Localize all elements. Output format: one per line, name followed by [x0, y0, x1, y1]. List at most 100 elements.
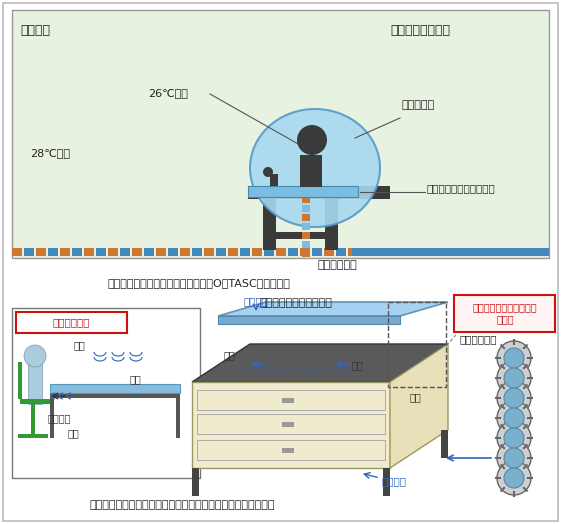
Bar	[197, 440, 385, 460]
Circle shape	[24, 345, 46, 367]
Bar	[216, 248, 226, 256]
Polygon shape	[390, 344, 448, 468]
Circle shape	[504, 388, 524, 408]
Circle shape	[497, 401, 531, 435]
Ellipse shape	[250, 109, 380, 227]
Text: 放射: 放射	[410, 392, 422, 402]
FancyBboxPatch shape	[16, 311, 126, 333]
Bar	[302, 232, 310, 239]
Text: 28℃程度: 28℃程度	[30, 148, 70, 158]
Bar	[31, 404, 35, 434]
Circle shape	[497, 361, 531, 395]
Text: 横から見た図: 横から見た図	[52, 317, 90, 327]
Bar	[282, 448, 294, 453]
Circle shape	[504, 348, 524, 368]
Bar	[302, 241, 310, 248]
Bar	[192, 248, 202, 256]
Bar	[60, 248, 70, 256]
Bar	[324, 248, 334, 256]
Bar	[50, 393, 180, 398]
Text: 放射: 放射	[352, 360, 364, 370]
Bar	[50, 384, 180, 393]
Bar	[180, 248, 190, 256]
Bar	[132, 248, 142, 256]
Bar	[300, 248, 310, 256]
Text: タスク空間: タスク空間	[402, 100, 435, 110]
Bar	[352, 248, 549, 256]
Polygon shape	[218, 302, 448, 316]
Bar	[12, 308, 200, 478]
Bar	[282, 398, 294, 403]
Bar	[248, 186, 358, 197]
Bar	[156, 248, 166, 256]
Bar	[20, 399, 50, 404]
Text: 自然対流: 自然対流	[243, 296, 269, 306]
Circle shape	[497, 341, 531, 375]
Text: 冷温水コード: 冷温水コード	[318, 260, 358, 270]
Text: パーソナルタスクパネル: パーソナルタスクパネル	[427, 183, 496, 193]
Bar	[240, 248, 250, 256]
Text: 図１　タスク・アンビエント空調「O－TASC」の概念図: 図１ タスク・アンビエント空調「O－TASC」の概念図	[108, 278, 291, 288]
Text: 放射: 放射	[68, 428, 80, 438]
Bar	[84, 248, 94, 256]
Bar	[12, 10, 549, 258]
Text: 放射: 放射	[130, 374, 142, 384]
Bar	[248, 186, 390, 199]
Bar	[325, 198, 338, 250]
Circle shape	[297, 125, 327, 155]
Bar	[282, 422, 294, 427]
Bar	[192, 468, 199, 496]
Bar	[108, 248, 118, 256]
Text: 自然対流: 自然対流	[382, 476, 407, 486]
Text: 冷温水コイル: 冷温水コイル	[460, 334, 498, 344]
Bar	[336, 248, 346, 256]
Text: 断面図: 断面図	[496, 314, 514, 324]
Bar	[270, 174, 278, 186]
Bar	[144, 248, 154, 256]
Bar	[441, 430, 448, 458]
Bar	[263, 198, 276, 250]
Bar	[388, 302, 446, 387]
Circle shape	[497, 441, 531, 475]
Bar	[18, 362, 22, 399]
Circle shape	[497, 421, 531, 455]
Bar	[204, 248, 214, 256]
Text: 放射: 放射	[224, 350, 236, 360]
Bar	[312, 248, 322, 256]
Bar	[168, 248, 178, 256]
Text: 自然対流: 自然対流	[48, 413, 71, 423]
Bar	[300, 155, 322, 187]
Polygon shape	[192, 344, 448, 382]
Text: アンビエント空間: アンビエント空間	[390, 24, 450, 37]
Text: 夏の場合: 夏の場合	[20, 24, 50, 37]
Polygon shape	[218, 316, 400, 324]
Bar	[302, 196, 310, 203]
Bar	[72, 248, 82, 256]
Text: 26℃程度: 26℃程度	[148, 88, 188, 98]
Text: 放射: 放射	[74, 340, 86, 350]
Bar	[264, 248, 274, 256]
Text: パーソナルタスクパネル: パーソナルタスクパネル	[473, 302, 537, 312]
Text: パーソナルタスクパネル: パーソナルタスクパネル	[260, 298, 333, 308]
Bar	[120, 248, 130, 256]
Bar	[228, 248, 238, 256]
Bar	[263, 232, 338, 239]
Bar	[288, 248, 298, 256]
Circle shape	[497, 381, 531, 415]
FancyBboxPatch shape	[454, 294, 555, 332]
Circle shape	[504, 428, 524, 448]
Circle shape	[504, 448, 524, 468]
Bar	[50, 398, 54, 438]
Bar	[302, 223, 310, 230]
Bar	[48, 248, 58, 256]
Bar	[252, 248, 262, 256]
Bar	[24, 248, 34, 256]
Bar	[12, 248, 22, 256]
Bar	[302, 250, 310, 257]
Circle shape	[504, 408, 524, 428]
Text: 図２　パーソナルタスクパネルを用いたタスク空調のイメージ: 図２ パーソナルタスクパネルを用いたタスク空調のイメージ	[90, 500, 275, 510]
Bar	[302, 214, 310, 221]
Bar	[197, 414, 385, 434]
Circle shape	[504, 468, 524, 488]
Bar	[197, 390, 385, 410]
